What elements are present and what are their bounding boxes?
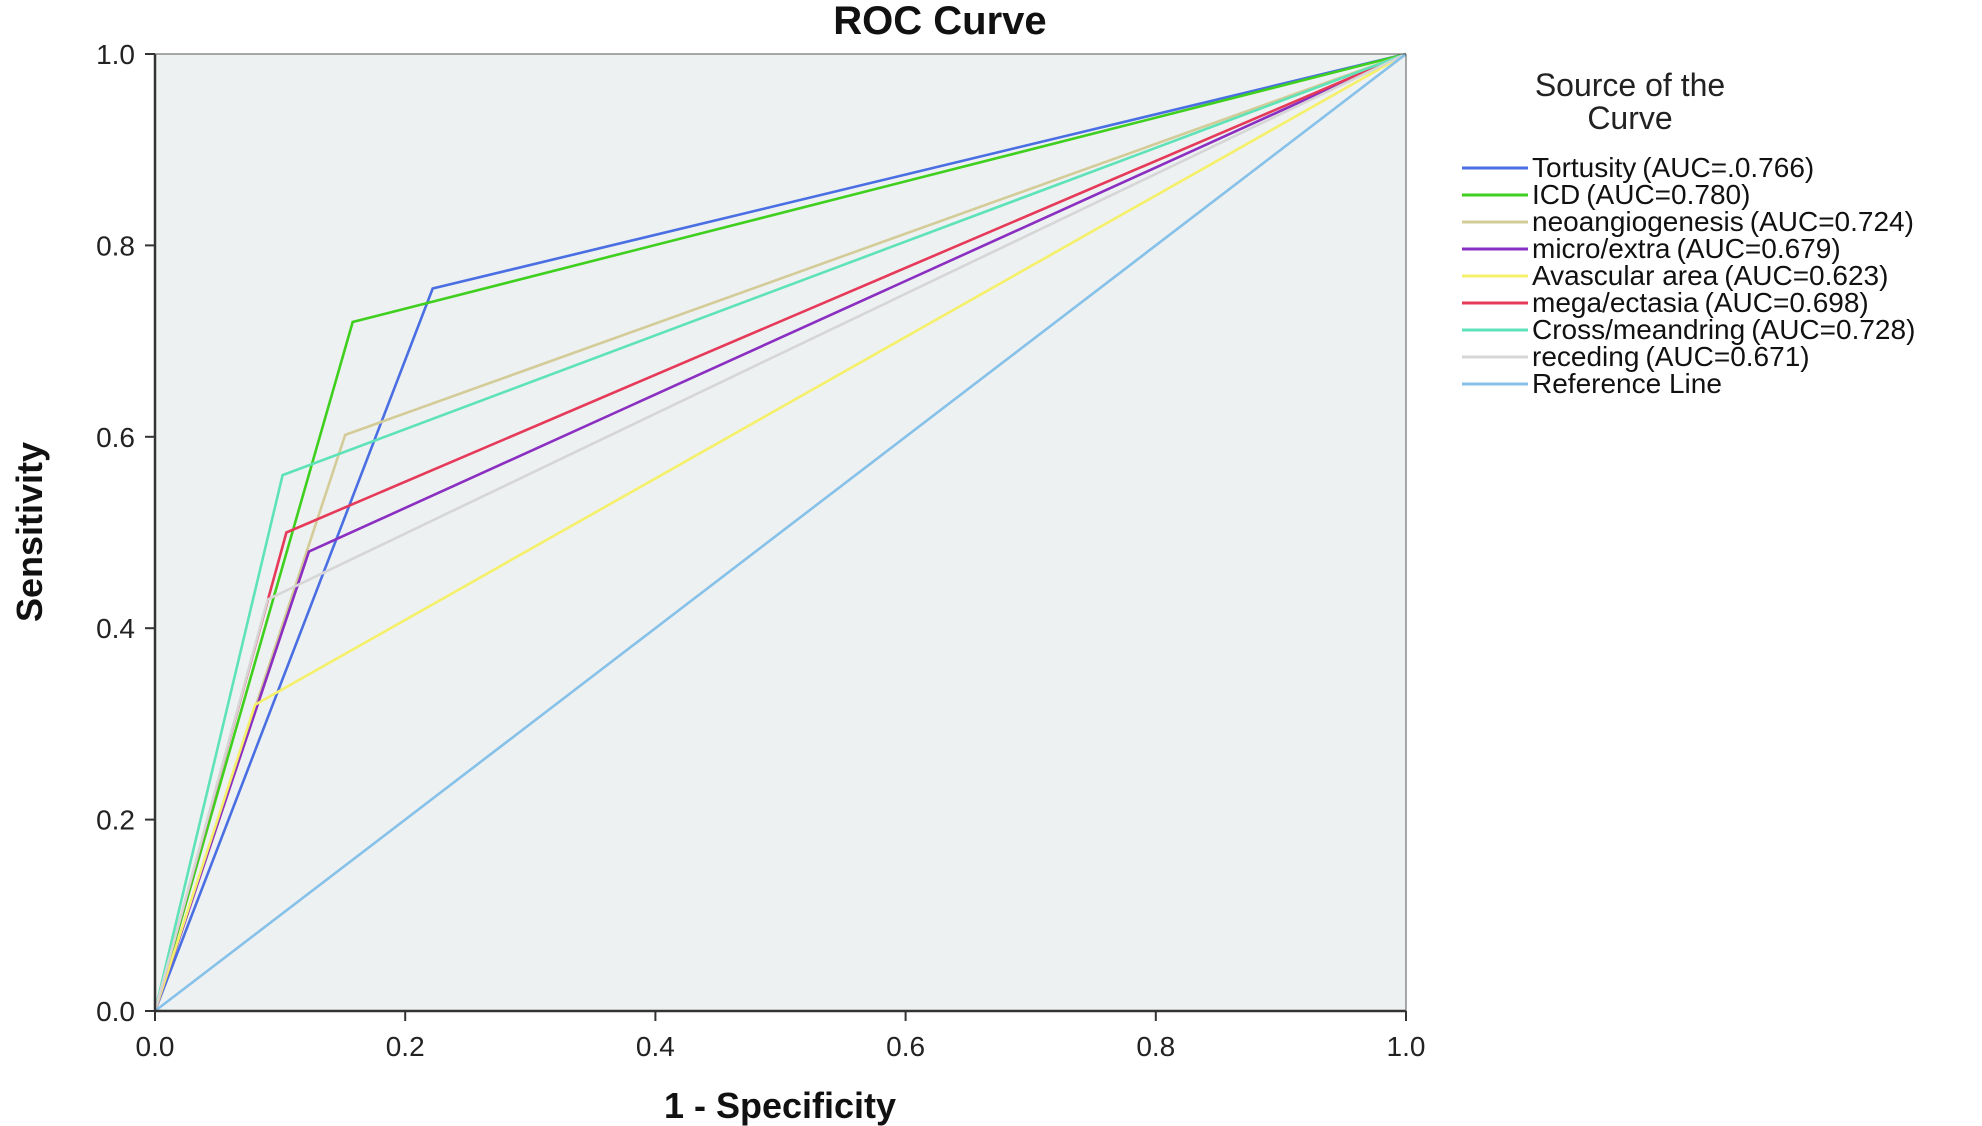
y-tick-label: 0.2 (96, 805, 135, 836)
series-layer (153, 52, 1407, 1013)
legend-label-6: Cross/meandring (AUC=0.728) (1532, 314, 1915, 345)
y-tick-label: 0.6 (96, 422, 135, 453)
x-tick-label: 1.0 (1387, 1031, 1426, 1062)
series-line-7 (153, 52, 1407, 1012)
legend-label-7: receding (AUC=0.671) (1532, 341, 1810, 372)
legend-label-1: ICD (AUC=0.780) (1532, 179, 1750, 210)
x-tick-label: 0.0 (136, 1031, 175, 1062)
series-line-4 (153, 52, 1407, 1012)
legend-label-2: neoangiogenesis (AUC=0.724) (1532, 206, 1914, 237)
y-tick-label: 1.0 (96, 39, 135, 70)
y-tick-label: 0.8 (96, 230, 135, 261)
series-line-6 (153, 52, 1407, 1012)
legend-title: Source of the Curve (1535, 67, 1725, 136)
x-tick-label: 0.4 (636, 1031, 675, 1062)
y-tick-label: 0.0 (96, 996, 135, 1027)
y-tick-label: 0.4 (96, 613, 135, 644)
legend-label-8: Reference Line (1532, 368, 1722, 399)
chart-title: ROC Curve (833, 0, 1046, 43)
legend-label-4: Avascular area (AUC=0.623) (1532, 260, 1888, 291)
legend: Source of the Curve Tortusity (AUC=.0.766)… (1462, 67, 1915, 399)
x-tick-label: 0.8 (1136, 1031, 1175, 1062)
axes-layer: 0.0 0.2 0.4 0.6 0.8 1.0 0.0 0.2 0.4 0.6 0.8 1.0 (96, 39, 1425, 1062)
legend-label-5: mega/ectasia (AUC=0.698) (1532, 287, 1869, 318)
series-line-0 (153, 52, 1407, 1012)
legend-label-0: Tortusity (AUC=.0.766) (1532, 152, 1814, 183)
series-line-1 (153, 52, 1407, 1012)
legend-label-3: micro/extra (AUC=0.679) (1532, 233, 1841, 264)
series-line-8 (154, 52, 1407, 1013)
x-tick-label: 0.6 (886, 1031, 925, 1062)
x-axis-title: 1 - Specificity (664, 1085, 896, 1126)
x-tick-label: 0.2 (386, 1031, 425, 1062)
y-axis-title: Sensitivity (9, 442, 50, 622)
